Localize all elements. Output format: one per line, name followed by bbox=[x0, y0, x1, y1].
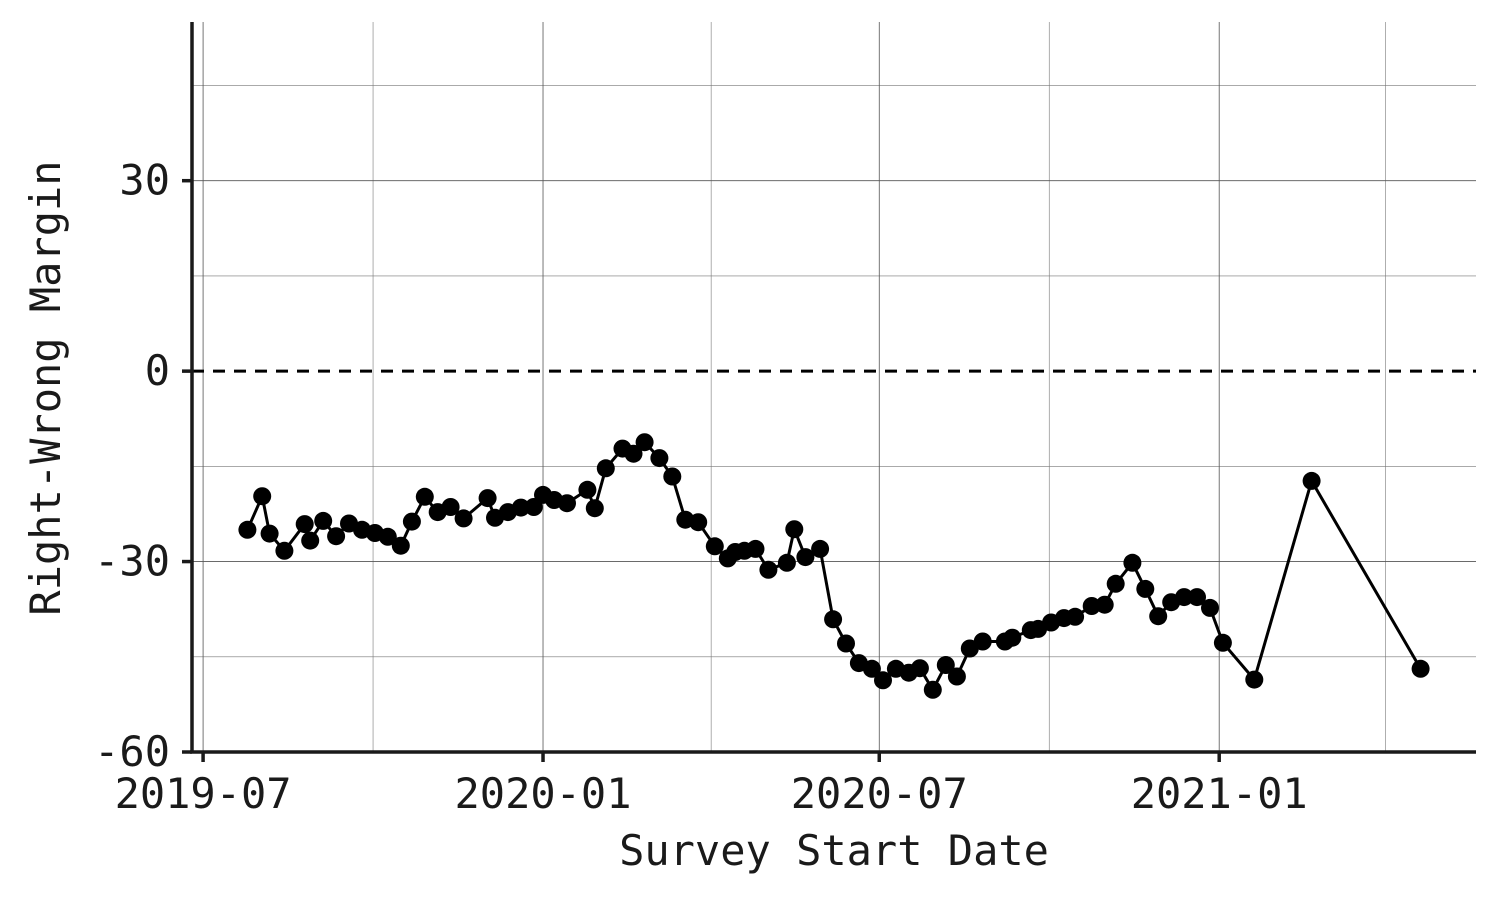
y-axis-label: Right-Wrong Margin bbox=[21, 160, 70, 615]
data-point bbox=[1106, 574, 1125, 593]
y-tick-label: 0 bbox=[145, 346, 170, 395]
y-tick-label: -60 bbox=[94, 727, 170, 776]
data-point bbox=[1066, 607, 1085, 626]
y-tick-label: 30 bbox=[119, 156, 170, 205]
data-point bbox=[1149, 607, 1168, 626]
data-point bbox=[1188, 588, 1206, 607]
y-axis-ticks: -60 -30 0 30 bbox=[94, 156, 192, 776]
data-point bbox=[314, 511, 333, 530]
data-point bbox=[759, 560, 778, 579]
data-point bbox=[663, 467, 682, 486]
series-line bbox=[246, 440, 1422, 692]
data-point bbox=[689, 513, 708, 532]
data-point bbox=[1302, 471, 1321, 490]
data-point bbox=[275, 541, 294, 560]
data-point bbox=[511, 498, 530, 517]
x-tick-label: 2019-07 bbox=[115, 769, 292, 818]
x-tick-label: 2020-01 bbox=[455, 769, 632, 818]
data-point bbox=[837, 634, 855, 653]
data-point bbox=[1411, 659, 1430, 678]
data-point bbox=[624, 444, 643, 463]
data-point bbox=[650, 449, 669, 468]
data-point bbox=[1123, 553, 1142, 572]
data-point bbox=[441, 498, 460, 516]
data-point bbox=[1175, 588, 1194, 607]
data-point bbox=[391, 536, 410, 555]
data-point bbox=[478, 489, 497, 508]
data-point bbox=[1095, 595, 1114, 614]
data-point bbox=[596, 459, 615, 478]
major-gridlines bbox=[192, 22, 1476, 753]
data-point bbox=[862, 659, 881, 678]
data-point bbox=[295, 515, 314, 534]
data-point bbox=[578, 480, 597, 499]
data-point bbox=[1245, 670, 1264, 689]
data-point bbox=[705, 537, 724, 556]
minor-gridlines bbox=[192, 22, 1476, 752]
data-point bbox=[777, 553, 796, 572]
x-tick-label: 2020-07 bbox=[791, 769, 968, 818]
x-axis-ticks: 2019-07 2020-01 2020-07 2021-01 bbox=[115, 752, 1308, 818]
data-point bbox=[301, 531, 320, 550]
data-point bbox=[936, 656, 955, 674]
data-point bbox=[1136, 579, 1155, 598]
x-tick-label: 2021-01 bbox=[1131, 769, 1308, 818]
data-point bbox=[824, 610, 843, 629]
data-point bbox=[402, 512, 421, 531]
data-point bbox=[1213, 633, 1232, 652]
x-axis-label: Survey Start Date bbox=[619, 826, 1049, 875]
data-point bbox=[558, 494, 576, 513]
data-point bbox=[1082, 597, 1101, 615]
data-point bbox=[260, 524, 279, 543]
data-point bbox=[910, 659, 929, 678]
data-point bbox=[585, 499, 604, 518]
data-point bbox=[378, 527, 397, 546]
data-point bbox=[253, 487, 272, 506]
data-point bbox=[796, 548, 815, 567]
data-point bbox=[785, 520, 804, 539]
data-point bbox=[454, 509, 473, 528]
data-point bbox=[923, 680, 942, 699]
data-point bbox=[874, 671, 892, 690]
data-point bbox=[1201, 598, 1219, 617]
y-tick-label: -30 bbox=[94, 537, 170, 586]
data-point bbox=[811, 539, 830, 558]
data-point bbox=[415, 487, 434, 506]
data-point bbox=[973, 632, 992, 651]
data-point bbox=[635, 433, 654, 452]
data-points bbox=[238, 433, 1430, 699]
data-point bbox=[746, 539, 765, 558]
data-point bbox=[947, 667, 966, 686]
data-point bbox=[238, 520, 257, 539]
data-point bbox=[327, 527, 346, 546]
data-point bbox=[1003, 628, 1022, 647]
